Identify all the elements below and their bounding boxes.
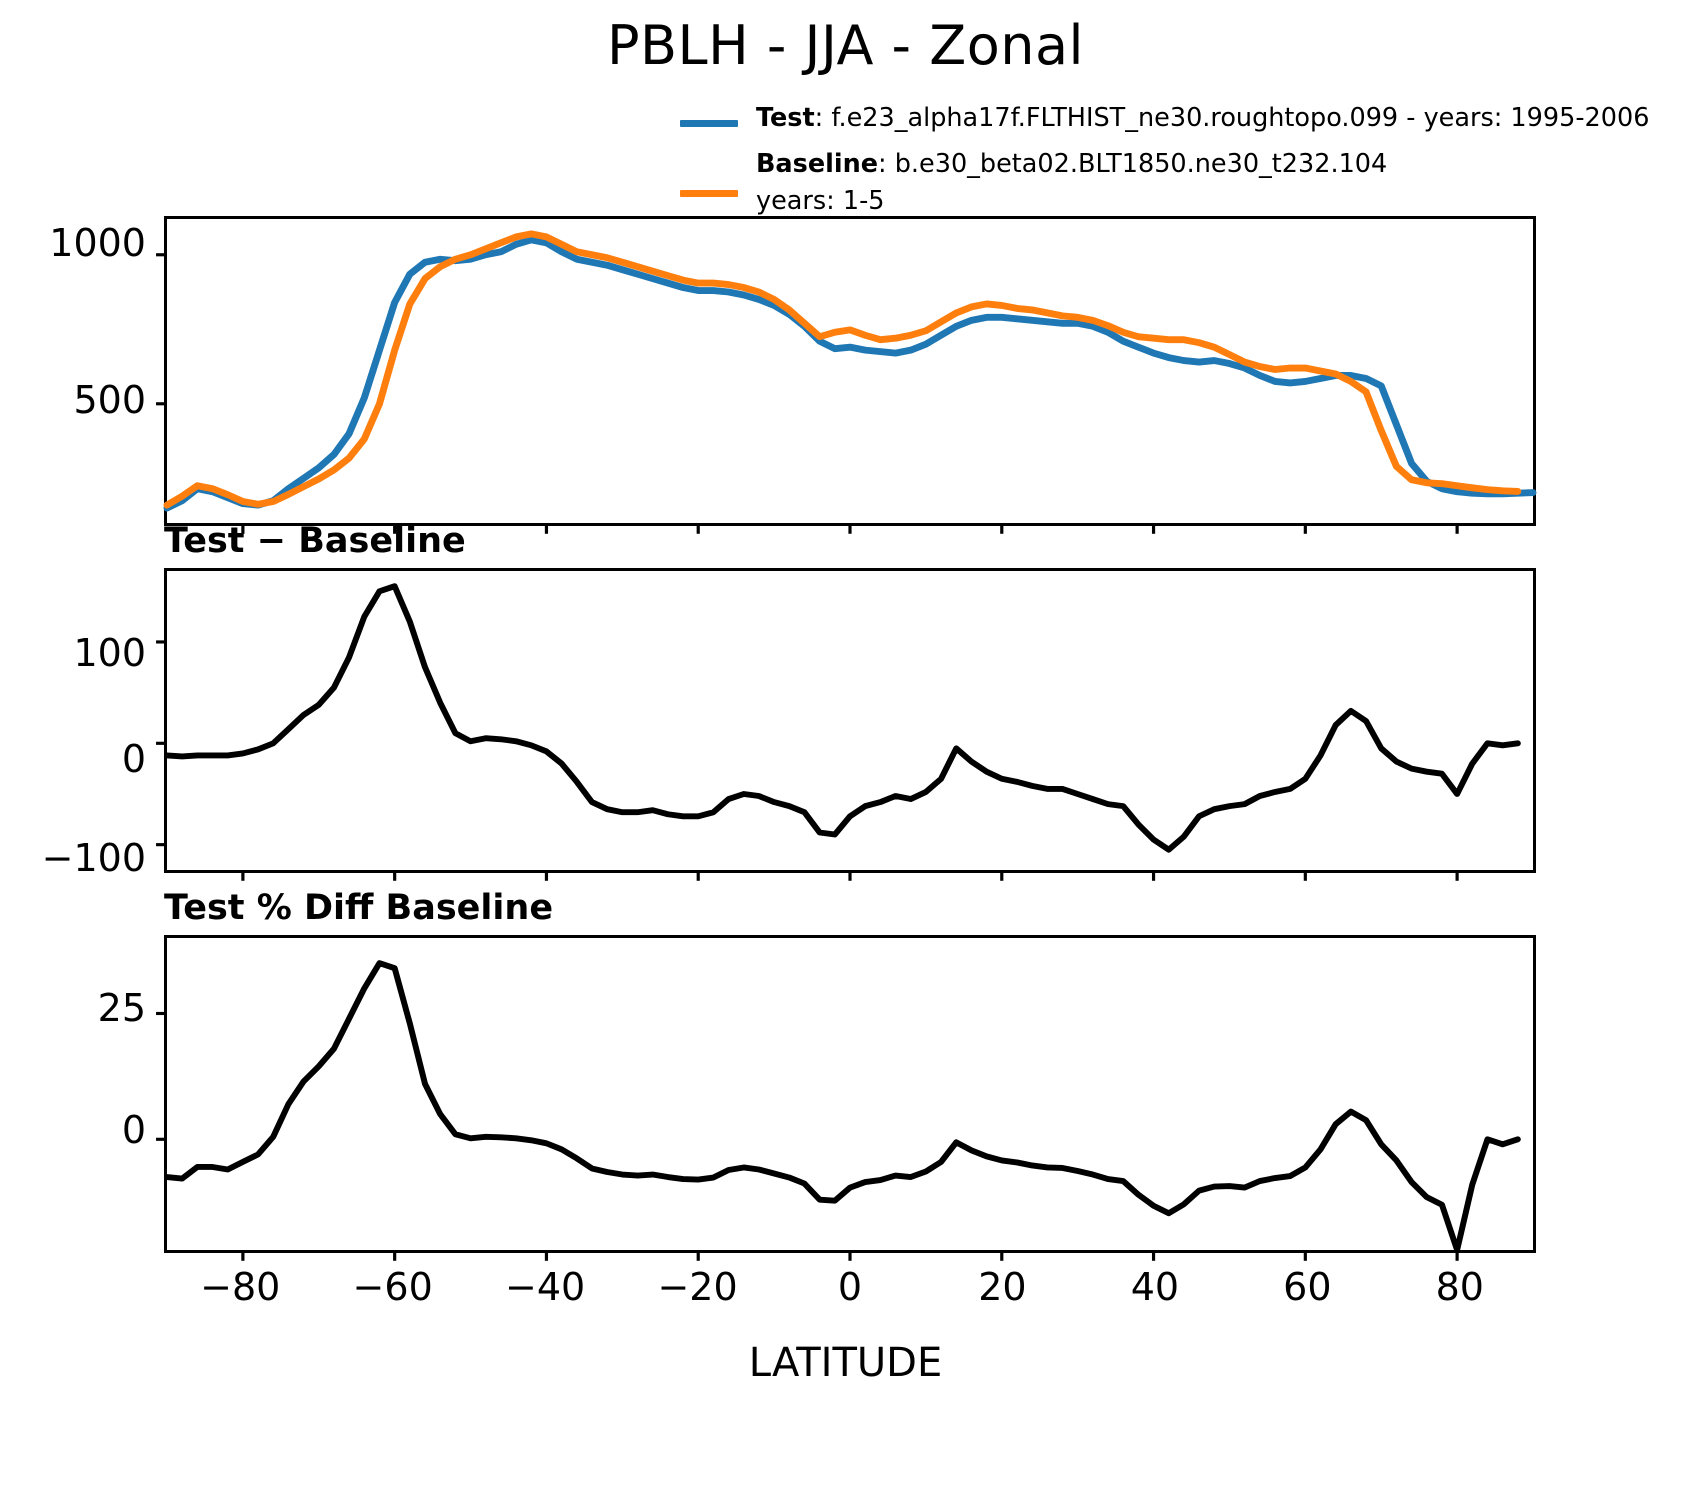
x-tick-label: −40 [505,1265,586,1309]
legend-value-test: f.e23_alpha17f.FLTHIST_ne30.roughtopo.09… [831,103,1650,133]
legend-entry-test: Test: f.e23_alpha17f.FLTHIST_ne30.rought… [680,103,1649,150]
x-tick-label: 40 [1130,1265,1180,1309]
legend-swatch-test [680,120,738,127]
x-tick-label: 80 [1435,1265,1484,1309]
legend-key-baseline: Baseline [756,149,879,179]
x-tick-label: 0 [837,1265,863,1309]
panel2-ytick-0: 0 [121,1108,146,1152]
panel2-ytick-25: 25 [97,986,146,1030]
x-tick-label: −20 [657,1265,738,1309]
panel-test-minus-baseline [156,568,1536,881]
panel1-subtitle: Test − Baseline [164,521,466,561]
legend: Test: f.e23_alpha17f.FLTHIST_ne30.rought… [680,103,1649,222]
x-tick-label: 20 [978,1265,1027,1309]
legend-entry-baseline: Baseline: b.e30_beta02.BLT1850.ne30_t232… [680,149,1620,222]
panel1-ytick-neg100: −100 [41,836,146,880]
x-axis-label: LATITUDE [748,1340,943,1386]
legend-label-baseline: Baseline: b.e30_beta02.BLT1850.ne30_t232… [756,149,1387,179]
legend-value-baseline: b.e30_beta02.BLT1850.ne30_t232.104 [894,149,1388,179]
panel-test-percent-diff-baseline [156,935,1536,1261]
x-tick-label: −80 [200,1265,281,1309]
figure-title: PBLH - JJA - Zonal [606,14,1085,77]
panel0-ytick-500: 500 [73,378,146,422]
legend-swatch-baseline [680,190,738,197]
x-tick-label: −60 [352,1265,433,1309]
legend-sep-baseline: : [878,149,887,179]
panel2-subtitle: Test % Diff Baseline [164,888,554,928]
panel-pblh-zonal [156,216,1537,534]
legend-sep-test: : [814,103,824,133]
panel1-ytick-0: 0 [121,737,146,781]
legend-label-test: Test: f.e23_alpha17f.FLTHIST_ne30.rought… [756,103,1649,133]
legend-key-test: Test [756,103,815,133]
panel0-ytick-1000: 1000 [49,221,146,265]
legend-years-baseline: years: 1-5 [756,186,885,216]
x-tick-label: 60 [1283,1265,1332,1309]
panel1-ytick-100: 100 [73,631,146,675]
